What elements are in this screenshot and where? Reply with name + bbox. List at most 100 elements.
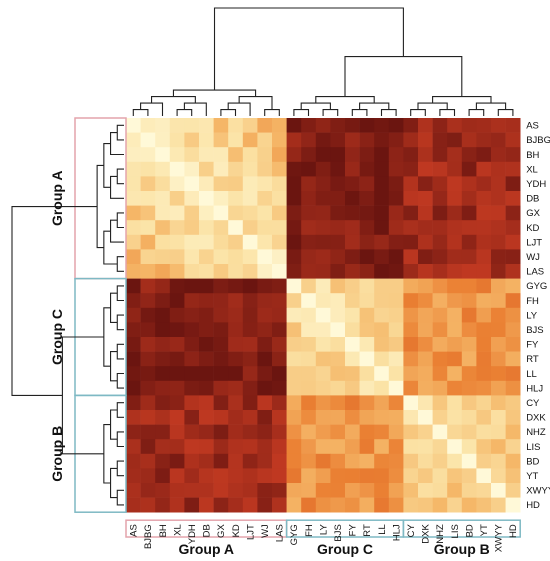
heatmap-cell	[140, 497, 156, 513]
heatmap-cell	[447, 468, 463, 484]
heatmap-cell	[257, 249, 273, 265]
heatmap-cell	[432, 264, 448, 279]
row-tick-label: LAS	[526, 267, 544, 278]
heatmap-cell	[242, 366, 258, 382]
heatmap-cell	[330, 337, 346, 352]
heatmap-cell	[257, 205, 273, 221]
heatmap-cell	[476, 307, 492, 323]
heatmap-cell	[330, 322, 346, 338]
heatmap-cell	[461, 161, 477, 177]
heatmap-cell	[272, 161, 287, 177]
heatmap-cell	[228, 191, 244, 206]
heatmap-cell	[228, 161, 244, 177]
dendrogram-branch	[103, 307, 111, 367]
heatmap-cell	[505, 205, 521, 221]
column-tick-label: FY	[348, 524, 359, 537]
heatmap-cell	[374, 468, 390, 484]
heatmap-cell	[345, 293, 360, 309]
heatmap-cell	[374, 337, 390, 352]
column-tick-label: XL	[172, 524, 183, 536]
heatmap-cell	[272, 410, 287, 425]
heatmap-cell	[169, 220, 185, 236]
heatmap-cell	[330, 234, 346, 250]
heatmap-cell	[301, 293, 317, 309]
heatmap-cell	[286, 366, 302, 382]
heatmap-cell	[169, 497, 185, 513]
heatmap-cell	[272, 205, 287, 221]
heatmap-cell	[272, 337, 287, 352]
heatmap-cell	[257, 264, 273, 279]
heatmap-cell	[476, 191, 492, 206]
heatmap-cell	[272, 497, 287, 513]
heatmap-cell	[432, 410, 448, 425]
heatmap-cell	[388, 118, 404, 133]
heatmap-cell	[286, 249, 302, 265]
heatmap-cell	[491, 161, 506, 177]
heatmap-cell	[432, 249, 448, 265]
heatmap-cell	[213, 220, 229, 236]
heatmap-cell	[315, 395, 331, 411]
heatmap-cell	[315, 453, 331, 469]
heatmap-cell	[491, 366, 506, 382]
heatmap-cell	[315, 468, 331, 484]
column-tick-label: HD	[508, 524, 519, 538]
heatmap-cell	[432, 176, 448, 192]
heatmap-cell	[228, 424, 244, 440]
heatmap-cell	[461, 322, 477, 338]
heatmap-cell	[184, 118, 200, 133]
heatmap-cell	[447, 351, 463, 367]
heatmap-cell	[199, 497, 214, 513]
heatmap-cell	[228, 366, 244, 382]
heatmap-cell	[126, 293, 141, 309]
heatmap-cell	[388, 176, 404, 192]
heatmap-cell	[301, 191, 317, 206]
heatmap-cell	[359, 453, 375, 469]
heatmap-cell	[286, 118, 302, 133]
heatmap-cell	[432, 205, 448, 221]
heatmap-cell	[330, 161, 346, 177]
heatmap-cell	[301, 176, 317, 192]
heatmap-cell	[418, 337, 433, 352]
heatmap-cell	[432, 293, 448, 309]
heatmap-cell	[169, 147, 185, 163]
column-tick-label: LY	[318, 524, 329, 536]
heatmap-cell	[228, 132, 244, 148]
heatmap-cell	[374, 439, 390, 455]
heatmap-cell	[242, 351, 258, 367]
heatmap-cell	[418, 439, 433, 455]
row-tick-label: BD	[526, 456, 539, 467]
heatmap-cell	[301, 132, 317, 148]
heatmap-cell	[388, 424, 404, 440]
heatmap-cell	[169, 307, 185, 323]
heatmap-cell	[315, 483, 331, 498]
dendrogram-branch	[96, 164, 104, 249]
heatmap-cell	[169, 424, 185, 440]
heatmap-cell	[388, 468, 404, 484]
heatmap-cell	[505, 176, 521, 192]
heatmap-cell	[140, 147, 156, 163]
heatmap-cell	[272, 234, 287, 250]
heatmap-cell	[418, 147, 433, 163]
heatmap-cell	[315, 424, 331, 440]
heatmap-cell	[286, 483, 302, 498]
heatmap-cell	[461, 337, 477, 352]
row-tick-label: XWYY	[526, 486, 550, 497]
heatmap-cell	[242, 220, 258, 236]
heatmap-cell	[301, 234, 317, 250]
heatmap-cell	[388, 453, 404, 469]
heatmap-cell	[374, 351, 390, 367]
heatmap-cell	[301, 380, 317, 396]
heatmap-cell	[505, 439, 521, 455]
column-tick-label: BJS	[333, 524, 344, 541]
heatmap-cell	[199, 234, 214, 250]
heatmap-cell	[432, 337, 448, 352]
heatmap-cell	[476, 351, 492, 367]
heatmap-cell	[476, 278, 492, 294]
heatmap-cell	[257, 468, 273, 484]
row-tick-label: DXK	[526, 413, 546, 424]
heatmap-cell	[359, 264, 375, 279]
heatmap-cell	[359, 205, 375, 221]
heatmap-cell	[491, 191, 506, 206]
heatmap-cell	[491, 264, 506, 279]
heatmap-cell	[155, 147, 171, 163]
